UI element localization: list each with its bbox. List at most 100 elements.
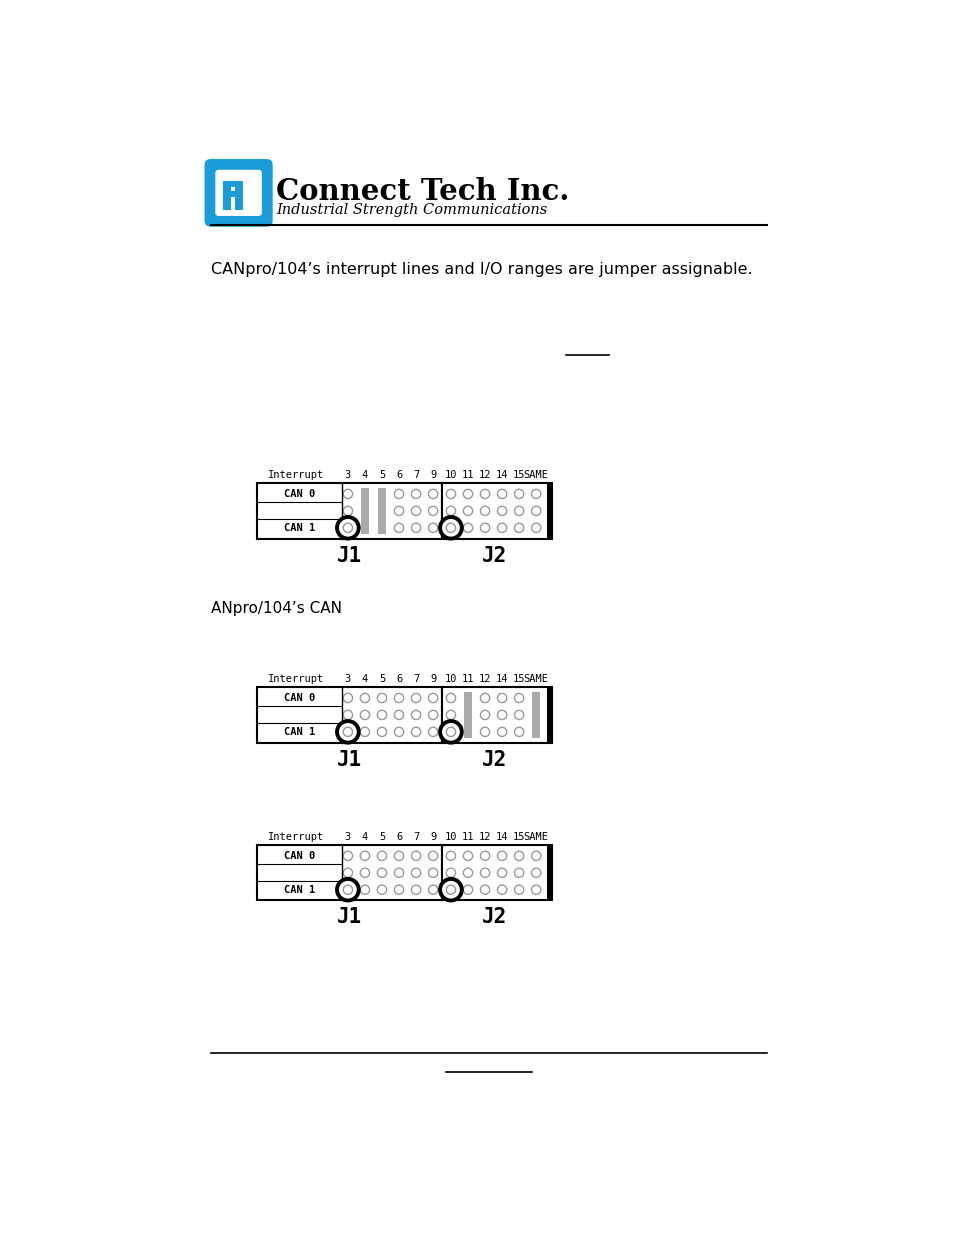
Circle shape: [497, 710, 506, 720]
Bar: [441, 845, 551, 900]
Text: CAN 1: CAN 1: [283, 522, 314, 532]
Bar: [441, 483, 551, 538]
Circle shape: [377, 868, 386, 877]
Text: 6: 6: [395, 674, 402, 684]
Text: 9: 9: [430, 471, 436, 480]
Circle shape: [531, 524, 540, 532]
Circle shape: [343, 727, 353, 736]
Bar: [546, 483, 551, 538]
Circle shape: [411, 885, 420, 894]
Bar: [257, 845, 442, 900]
Text: 15: 15: [513, 471, 525, 480]
Circle shape: [480, 727, 489, 736]
Bar: [441, 687, 551, 742]
Text: 7: 7: [413, 674, 418, 684]
Circle shape: [446, 524, 456, 532]
Circle shape: [394, 851, 403, 861]
Text: J2: J2: [481, 546, 506, 566]
Circle shape: [394, 885, 403, 894]
Bar: [546, 687, 551, 742]
Circle shape: [428, 489, 437, 499]
Text: Interrupt: Interrupt: [268, 674, 324, 684]
Text: 11: 11: [461, 674, 474, 684]
Circle shape: [360, 868, 369, 877]
Circle shape: [343, 693, 353, 703]
Text: 6: 6: [395, 471, 402, 480]
Circle shape: [480, 524, 489, 532]
Circle shape: [411, 693, 420, 703]
Text: 10: 10: [444, 471, 456, 480]
Text: 12: 12: [478, 471, 491, 480]
Circle shape: [394, 693, 403, 703]
Circle shape: [463, 868, 472, 877]
Circle shape: [394, 489, 403, 499]
Circle shape: [377, 885, 386, 894]
Bar: [546, 845, 551, 900]
Circle shape: [439, 517, 461, 538]
Text: 5: 5: [378, 832, 385, 842]
Circle shape: [446, 868, 456, 877]
Circle shape: [336, 721, 358, 742]
Circle shape: [514, 885, 523, 894]
Circle shape: [446, 727, 456, 736]
Circle shape: [446, 885, 456, 894]
Circle shape: [463, 524, 472, 532]
Text: Interrupt: Interrupt: [268, 832, 324, 842]
Circle shape: [446, 727, 456, 736]
Text: SAME: SAME: [523, 832, 548, 842]
Circle shape: [497, 506, 506, 515]
Circle shape: [439, 879, 461, 900]
Circle shape: [480, 506, 489, 515]
Circle shape: [480, 851, 489, 861]
Text: 4: 4: [361, 471, 368, 480]
Circle shape: [377, 710, 386, 720]
Circle shape: [446, 489, 456, 499]
Circle shape: [428, 693, 437, 703]
Circle shape: [377, 727, 386, 736]
Circle shape: [497, 851, 506, 861]
Circle shape: [394, 868, 403, 877]
Circle shape: [531, 489, 540, 499]
Circle shape: [411, 868, 420, 877]
Text: 12: 12: [478, 674, 491, 684]
Circle shape: [480, 885, 489, 894]
FancyBboxPatch shape: [204, 159, 273, 227]
Bar: [532, 692, 540, 739]
FancyBboxPatch shape: [215, 169, 261, 216]
Circle shape: [428, 506, 437, 515]
Text: CAN 0: CAN 0: [283, 693, 314, 703]
Circle shape: [480, 693, 489, 703]
Circle shape: [497, 727, 506, 736]
Circle shape: [394, 710, 403, 720]
Text: 11: 11: [461, 832, 474, 842]
Circle shape: [377, 851, 386, 861]
Circle shape: [531, 868, 540, 877]
Text: 9: 9: [430, 674, 436, 684]
Circle shape: [514, 710, 523, 720]
Bar: [463, 692, 472, 739]
Text: CAN 1: CAN 1: [283, 727, 314, 737]
Circle shape: [411, 851, 420, 861]
Text: SAME: SAME: [523, 471, 548, 480]
Text: CAN 0: CAN 0: [283, 851, 314, 861]
Text: 7: 7: [413, 471, 418, 480]
Circle shape: [343, 851, 353, 861]
Circle shape: [446, 710, 456, 720]
Text: ANpro/104’s CAN: ANpro/104’s CAN: [211, 601, 341, 616]
Text: J2: J2: [481, 908, 506, 927]
Circle shape: [463, 885, 472, 894]
Circle shape: [446, 851, 456, 861]
Circle shape: [514, 868, 523, 877]
Circle shape: [514, 506, 523, 515]
Text: 10: 10: [444, 832, 456, 842]
Text: 7: 7: [413, 832, 418, 842]
Circle shape: [439, 721, 461, 742]
Circle shape: [428, 868, 437, 877]
Circle shape: [446, 885, 456, 894]
Circle shape: [394, 727, 403, 736]
Circle shape: [514, 693, 523, 703]
Text: 6: 6: [395, 832, 402, 842]
Text: 9: 9: [430, 832, 436, 842]
Circle shape: [428, 851, 437, 861]
Text: Industrial Strength Communications: Industrial Strength Communications: [275, 203, 546, 217]
